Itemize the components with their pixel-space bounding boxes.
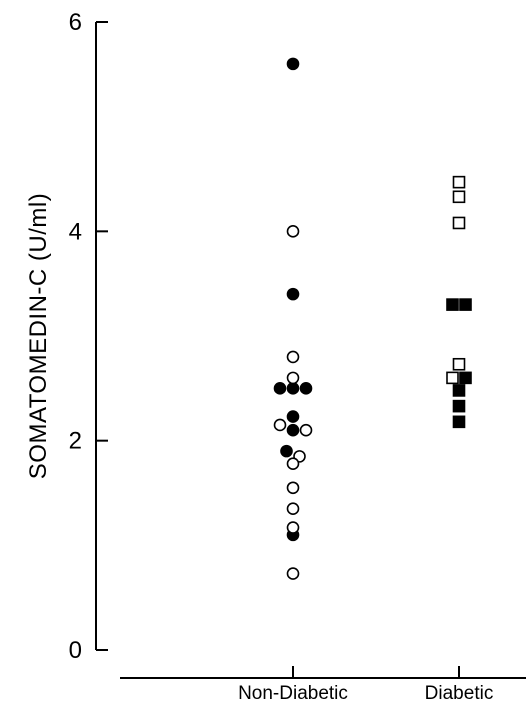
x-ticks: Non-Diabetic Diabetic <box>238 666 493 703</box>
y-tick-label: 0 <box>69 637 82 664</box>
open-circle-point <box>286 502 300 516</box>
open-circle-point <box>273 418 287 432</box>
open-circle-point <box>286 481 300 495</box>
data-points <box>273 57 472 580</box>
filled-circle-point <box>280 444 293 458</box>
open-circle-point <box>299 423 313 437</box>
y-ticks: 0 2 4 6 <box>69 9 108 664</box>
filled-square-point <box>459 371 472 385</box>
filled-circle-point <box>286 57 300 71</box>
y-axis-title: SOMATOMEDIN-C (U/ml) <box>25 193 52 479</box>
filled-square-point <box>452 384 466 397</box>
filled-circle-point <box>286 382 300 395</box>
open-circle-point <box>286 567 300 580</box>
open-circle-point <box>286 371 300 385</box>
filled-circle-point <box>286 287 300 301</box>
open-circle-point <box>286 457 300 470</box>
y-tick-label: 4 <box>69 218 82 245</box>
x-tick-label: Diabetic <box>425 683 494 703</box>
open-square-point <box>446 371 459 385</box>
filled-square-point <box>452 415 466 429</box>
open-square-point <box>452 216 466 230</box>
open-square-point <box>452 175 466 189</box>
filled-circle-point <box>286 423 300 437</box>
open-square-point <box>452 190 466 204</box>
open-circle-point <box>286 225 300 238</box>
open-circle-point <box>286 521 300 534</box>
y-tick-label: 2 <box>69 428 82 455</box>
filled-circle-point <box>286 410 300 423</box>
filled-square-point <box>446 298 459 311</box>
filled-circle-point <box>273 382 287 395</box>
x-tick-label: Non-Diabetic <box>238 683 348 703</box>
filled-circle-point <box>299 382 313 395</box>
y-tick-label: 6 <box>69 9 82 36</box>
open-circle-point <box>286 350 300 364</box>
open-square-point <box>452 357 466 371</box>
filled-square-point <box>459 298 472 311</box>
filled-square-point <box>452 399 466 413</box>
axes <box>95 22 526 679</box>
